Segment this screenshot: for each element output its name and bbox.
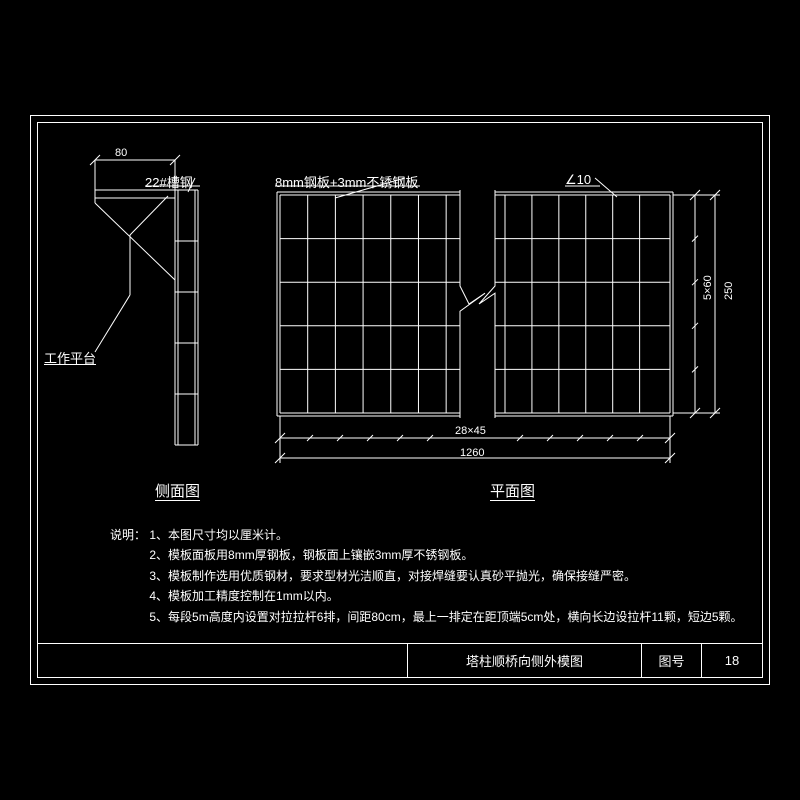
dim-28x45: 28×45 — [455, 425, 486, 437]
label-angle: ∠10 — [565, 172, 591, 188]
notes-line-5: 5、每段5m高度内设置对拉拉杆6排，间距80cm，最上一排定在距顶端5cm处，横… — [149, 610, 742, 624]
dim-1260: 1260 — [460, 447, 484, 459]
notes: 说明： 1、本图尺寸均以厘米计。 说明： 2、模板面板用8mm厚钢板，钢板面上镶… — [110, 525, 743, 627]
dim-80: 80 — [115, 147, 127, 159]
dim-250: 250 — [723, 282, 735, 300]
notes-line-3: 3、模板制作选用优质钢材，要求型材光洁顺直，对接焊缝要认真砂平抛光，确保接缝严密… — [149, 569, 636, 583]
notes-label: 说明： — [110, 528, 146, 542]
label-work-platform: 工作平台 — [44, 348, 96, 367]
notes-line-4: 4、模板加工精度控制在1mm以内。 — [149, 589, 338, 603]
notes-line-1: 1、本图尺寸均以厘米计。 — [149, 528, 288, 542]
drawing-canvas — [0, 0, 800, 800]
label-plate: 8mm钢板+3mm不锈钢板 — [275, 172, 418, 191]
plan-view-caption: 平面图 — [490, 480, 535, 501]
notes-line-2: 2、模板面板用8mm厚钢板，钢板面上镶嵌3mm厚不锈钢板。 — [149, 548, 473, 562]
dim-5x60: 5×60 — [702, 275, 714, 300]
side-view-caption: 侧面图 — [155, 480, 200, 501]
label-channel-steel: 22#槽钢 — [145, 172, 193, 191]
